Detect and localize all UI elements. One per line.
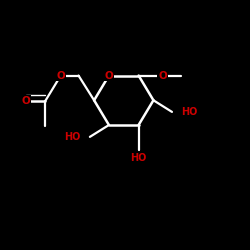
Text: O: O [21, 96, 30, 106]
Text: HO: HO [64, 132, 80, 142]
Text: O: O [56, 70, 65, 81]
Text: HO: HO [180, 107, 197, 117]
Text: HO: HO [130, 153, 147, 163]
Text: O: O [158, 70, 167, 81]
Text: O: O [104, 70, 113, 81]
